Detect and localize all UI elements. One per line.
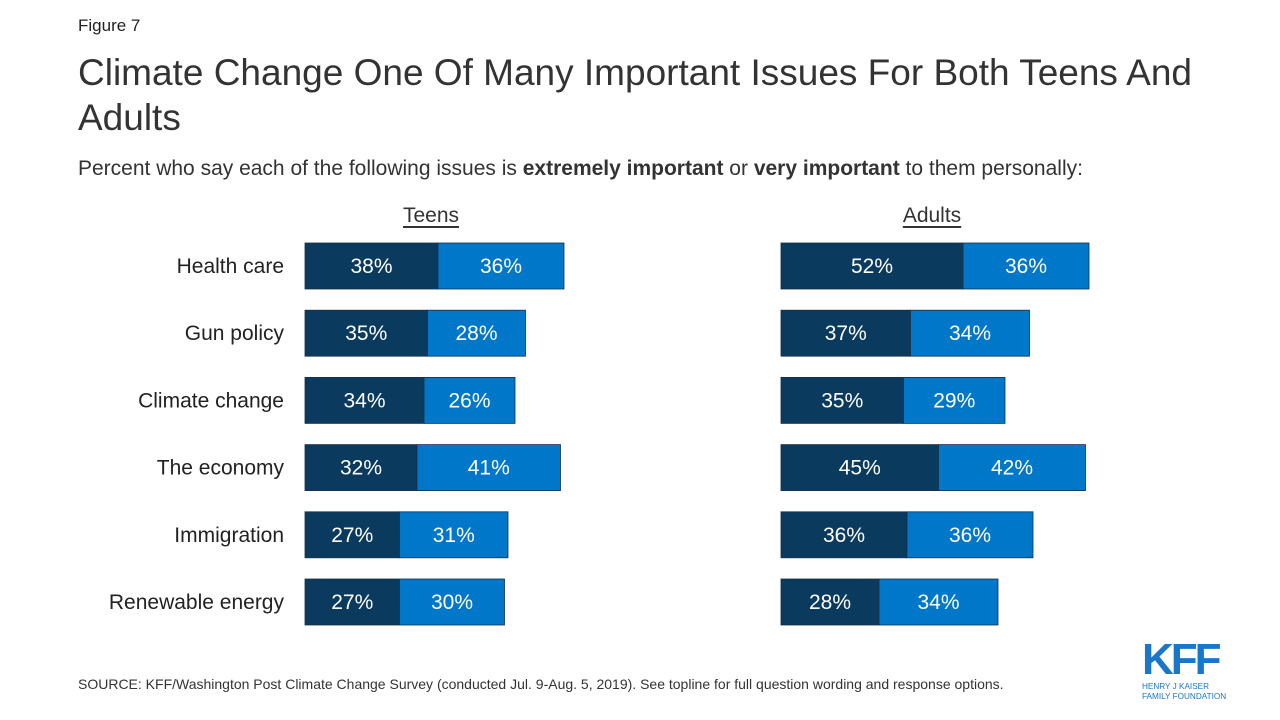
bar-segment [304, 511, 400, 559]
data-label: 28% [809, 591, 851, 614]
subtitle-bold-extremely: extremely important [522, 157, 724, 180]
data-label: 41% [468, 457, 510, 480]
bar-segment [910, 309, 1030, 357]
category-label: The economy [157, 457, 285, 480]
logo-line-2: FAMILY FOUNDATION [1142, 692, 1227, 701]
data-label: 35% [821, 389, 863, 412]
logo-line-1: HENRY J KAISER [1142, 682, 1210, 691]
bar-segment [399, 511, 509, 559]
panel-title-teens: Teens [402, 204, 460, 227]
data-label: 36% [949, 524, 991, 547]
bar-segment [304, 578, 400, 626]
data-label: 31% [433, 524, 475, 547]
data-label: 26% [448, 389, 490, 412]
bar-segment [427, 309, 526, 357]
data-label: 52% [851, 255, 893, 278]
bar-segment [780, 578, 880, 626]
panel-title-adults: Adults [902, 204, 962, 227]
bar-segment [399, 578, 505, 626]
bar-segment [938, 444, 1086, 492]
data-label: 37% [825, 322, 867, 345]
data-label: 29% [933, 389, 975, 412]
figure-label: Figure 7 [78, 16, 141, 35]
bar-segment [906, 511, 1034, 559]
bar-segment [304, 309, 428, 357]
bar-segment [304, 376, 425, 424]
data-label: 27% [331, 591, 373, 614]
logo-mark: KFF [1142, 635, 1222, 684]
category-label: Climate change [138, 389, 284, 412]
bar-segment [780, 444, 939, 492]
source-note: SOURCE: KFF/Washington Post Climate Chan… [78, 676, 1004, 692]
data-label: 45% [839, 457, 881, 480]
bar-segment [304, 444, 418, 492]
bar-segment [780, 376, 904, 424]
category-label: Immigration [174, 524, 284, 547]
data-label: 38% [350, 255, 392, 278]
category-label: Gun policy [185, 322, 285, 345]
bar-segment [878, 578, 999, 626]
data-label: 42% [991, 457, 1033, 480]
data-label: 34% [949, 322, 991, 345]
data-label: 34% [343, 389, 385, 412]
data-label: 36% [823, 524, 865, 547]
data-label: 36% [480, 255, 522, 278]
data-label: 34% [917, 591, 959, 614]
bar-segment [903, 376, 1006, 424]
chart-subtitle: Percent who say each of the following is… [78, 157, 1083, 181]
category-label: Renewable energy [109, 591, 285, 614]
bar-segment [423, 376, 516, 424]
kff-logo: KFF HENRY J KAISER FAMILY FOUNDATION [1142, 635, 1238, 702]
data-label: 27% [331, 524, 373, 547]
data-label: 30% [431, 591, 473, 614]
subtitle-text-3: to them personally: [899, 157, 1083, 180]
bar-segment [416, 444, 561, 492]
data-label: 32% [340, 457, 382, 480]
data-label: 36% [1005, 255, 1047, 278]
bar-segment [780, 242, 964, 290]
chart-title: Climate Change One Of Many Important Iss… [78, 52, 1192, 138]
subtitle-bold-very: very important [753, 157, 900, 180]
category-label: Health care [177, 255, 284, 278]
subtitle-text-1: Percent who say each of the following is… [78, 157, 523, 180]
subtitle-text-2: or [723, 157, 754, 180]
data-label: 35% [345, 322, 387, 345]
bar-segment [437, 242, 565, 290]
data-label: 28% [455, 322, 497, 345]
bar-segment [962, 242, 1090, 290]
